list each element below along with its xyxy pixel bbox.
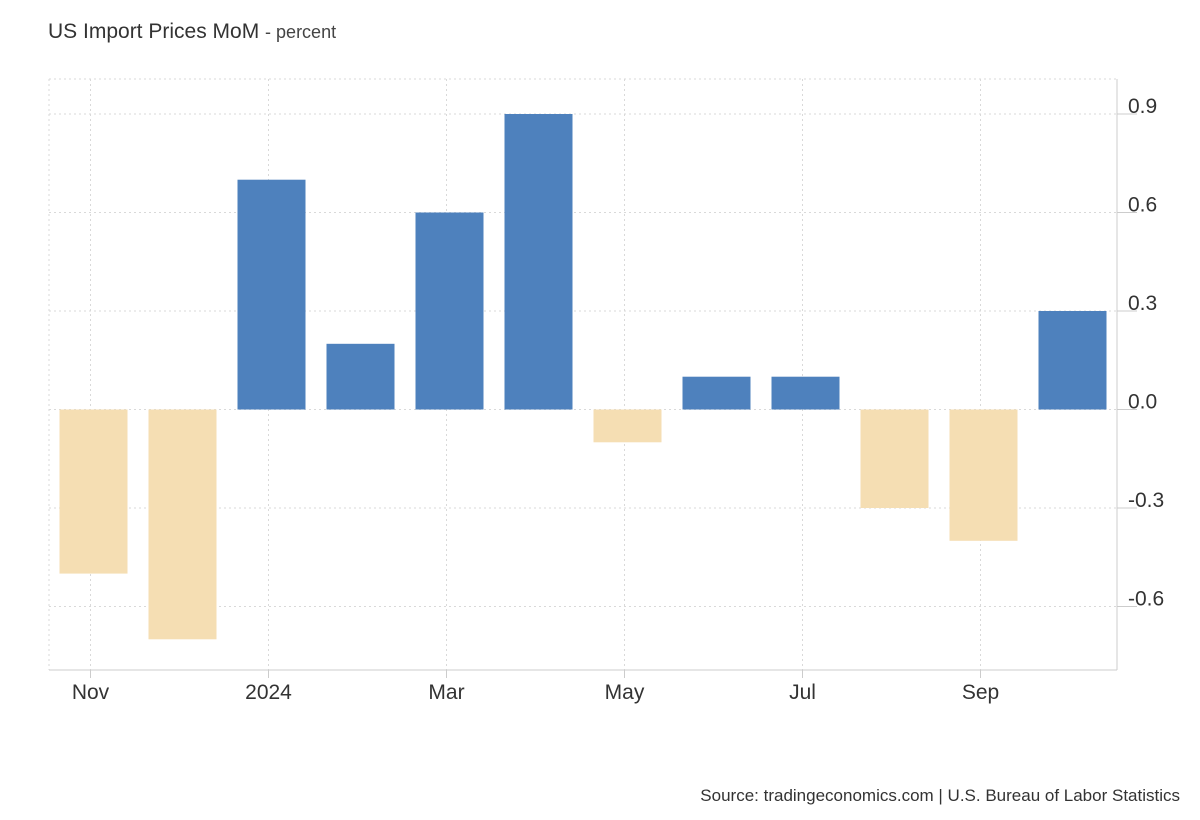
chart-title-text: US Import Prices MoM bbox=[48, 20, 260, 43]
y-tick-label: -0.6 bbox=[1128, 587, 1164, 610]
bar-feb[interactable] bbox=[326, 343, 395, 410]
axis-layer bbox=[49, 79, 1137, 678]
y-tick-label: 0.6 bbox=[1128, 194, 1157, 217]
bar-mar[interactable] bbox=[415, 212, 484, 410]
bar-aug[interactable] bbox=[860, 409, 929, 509]
bar-layer bbox=[59, 114, 1107, 640]
bar-may[interactable] bbox=[593, 409, 662, 443]
source-note: Source: tradingeconomics.com | U.S. Bure… bbox=[700, 786, 1180, 805]
bar-nov[interactable] bbox=[59, 409, 128, 574]
label-layer: 0.9 0.6 0.3 0.0 -0.3 -0.6 Nov 2024 Mar May Jul Sep bbox=[72, 95, 1164, 704]
chart-title: US Import Prices MoM - percent bbox=[48, 20, 336, 44]
y-tick-label: 0.3 bbox=[1128, 292, 1157, 315]
bar-dec[interactable] bbox=[148, 409, 217, 640]
bar-sep[interactable] bbox=[949, 409, 1018, 541]
bar-oct[interactable] bbox=[1038, 311, 1107, 410]
y-tick-label: -0.3 bbox=[1128, 489, 1164, 512]
x-tick-label: 2024 bbox=[245, 681, 292, 704]
bar-jun[interactable] bbox=[682, 376, 751, 410]
x-tick-label: Mar bbox=[428, 681, 464, 704]
x-tick-label: May bbox=[605, 681, 645, 704]
bar-2024[interactable] bbox=[237, 179, 306, 410]
chart-subtitle: - percent bbox=[265, 22, 337, 42]
x-tick-label: Jul bbox=[789, 681, 816, 704]
bar-jul[interactable] bbox=[771, 376, 840, 410]
x-tick-label: Nov bbox=[72, 681, 110, 704]
y-tick-label: 0.0 bbox=[1128, 391, 1157, 414]
x-tick-label: Sep bbox=[962, 681, 999, 704]
bar-apr[interactable] bbox=[504, 114, 573, 410]
y-tick-label: 0.9 bbox=[1128, 95, 1157, 118]
